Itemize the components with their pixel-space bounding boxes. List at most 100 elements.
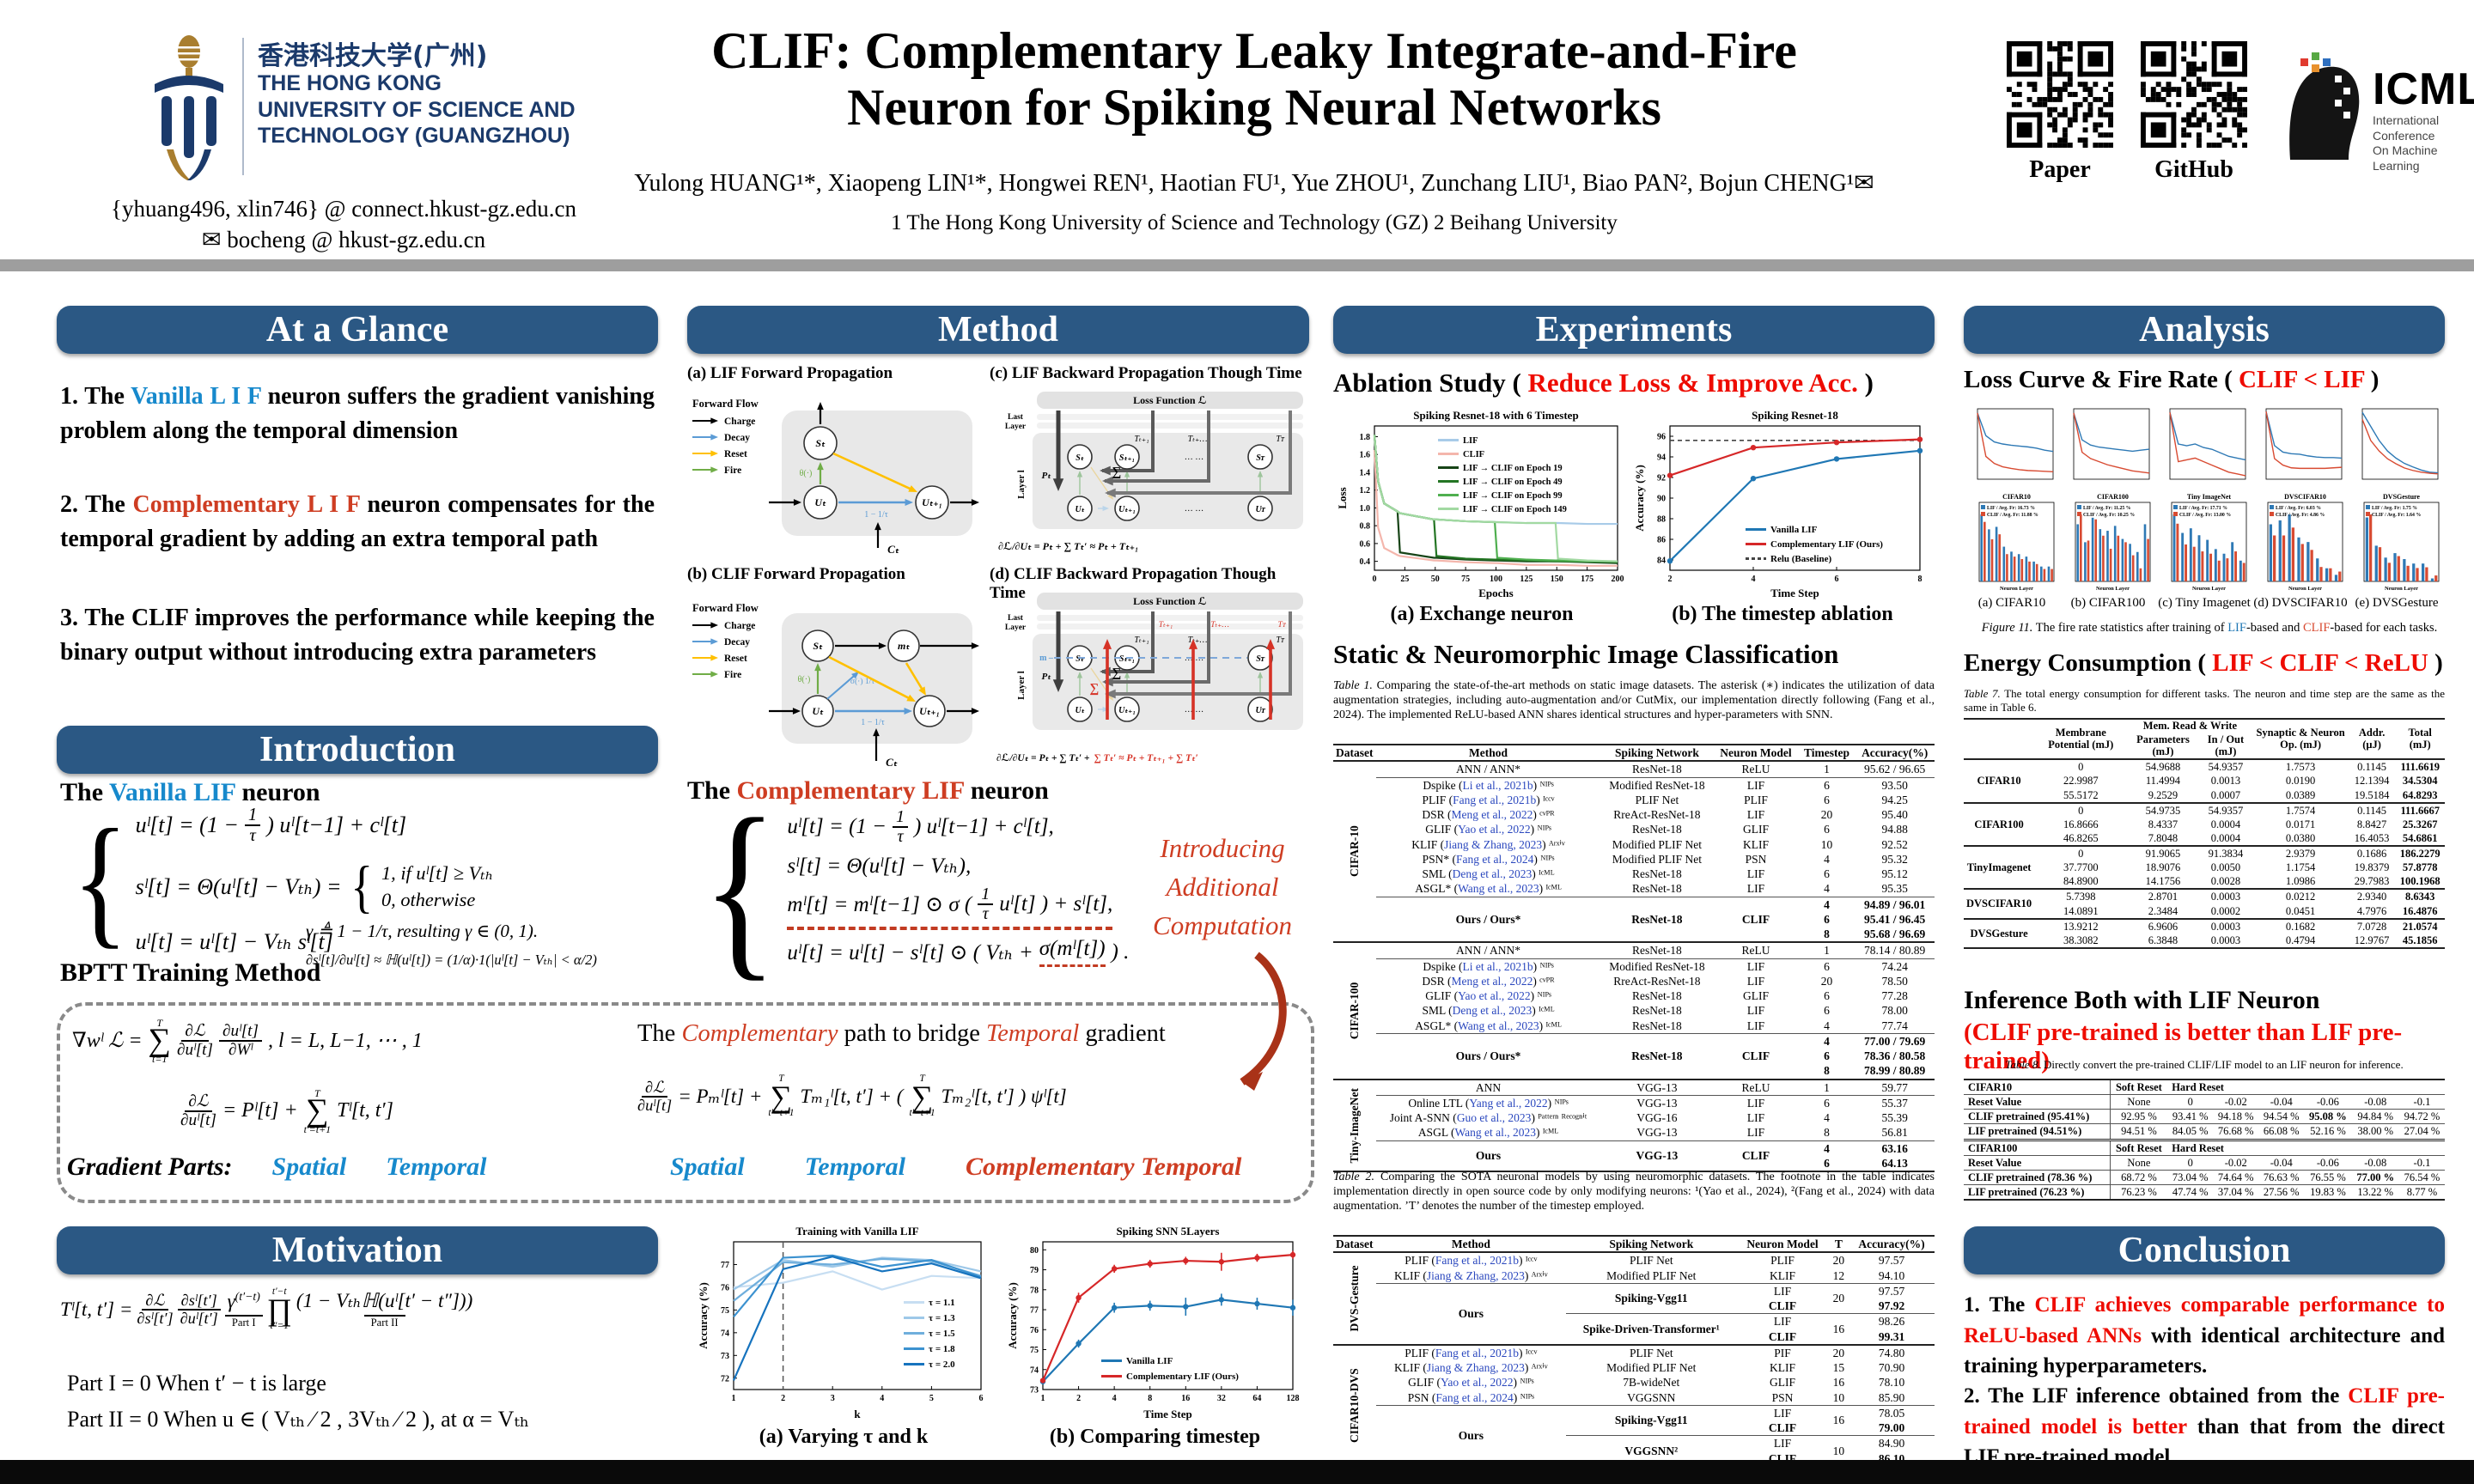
mini-loss-cifar100 [2062,404,2153,490]
table-cell: 0.1682 [2252,917,2349,934]
table-row: 38.3082 6.3848 0.0003 0.4794 12.9767 45.1856 [1964,934,2445,948]
svg-text:1.2: 1.2 [1360,486,1371,496]
table-cell: -0.06 [2304,1094,2352,1110]
table-cell: 13.22 % [2351,1183,2399,1200]
table-cell: 95.68 / 96.69 [1864,928,1926,940]
table-cell: SML (Deng et al., 2023) ᴵᶜᴹᴸ [1422,867,1555,880]
table-row: CIFAR-100 ANN / ANN* ResNet-18 ReLU 1 78.14 /… [1333,941,1935,1080]
table-cell: Ours / Ours* [1375,896,1601,943]
eq-fire: sˡ[t] = Θ(uˡ[t] − Vₜₕ) = { 1, if uˡ[t] ≥… [136,854,494,921]
table-cell: 1 [1798,760,1855,777]
table-cell: Addr. (μJ) [2348,717,2396,760]
svg-text:73: 73 [1030,1386,1039,1396]
svg-text:LIF → CLIF on Epoch 149: LIF → CLIF on Epoch 149 [1463,505,1567,514]
fig-lif-backward: Loss Function ℒ Last Layer Layer l Pₜ Tₜ₊₁ Tₜ₊… [990,388,1309,564]
glance-p2-a: 2. The [60,491,133,518]
analysis-cap-c: (c) Tiny Imagenet [2158,596,2251,610]
table-cell: 16 [1828,1404,1849,1436]
svg-text:LIF / Avg. Fr: 16.73 %: LIF / Avg. Fr: 16.73 % [1987,506,2035,511]
table-cell: 78.10 [1878,1376,1905,1390]
table-row: CLIF 79.00 [1333,1420,1935,1436]
table-cell: Hard Reset [2167,1138,2445,1156]
gradient-parts-row-2: Spatial Temporal Complementary Temporal [670,1153,1241,1182]
table-row: DVS-Gesture PLIF (Fang et al., 2021b) ᴵᶜᶜ… [1333,1251,1935,1345]
svg-text:Training with Vanilla LIF: Training with Vanilla LIF [795,1225,918,1238]
svg-text:Accuracy (%): Accuracy (%) [698,1282,710,1349]
table-cell: 47.74 % [2167,1183,2214,1200]
table-cell: PLIF (Fang et al., 2021b) ᴵᶜᶜᵛ [1375,1251,1567,1268]
ceq2: sˡ[t] = Θ(uˡ[t] − Vₜₕ), [787,855,972,879]
eq1-a: uˡ[t] = (1 − [135,812,239,837]
table-cell: 95.12 [1881,867,1908,880]
table-row: Ours Spiking-Vgg11 LIF 20 97.57 [1333,1282,1935,1345]
table-row: Reset Value None 0 -0.02 -0.04 -0.06 -0.08 -0.1 [1964,1094,2445,1110]
table-cell: 10 [1828,1435,1849,1467]
table-cell: 54.9357 [2198,758,2253,775]
chart-comparing-timestep: Spiking SNN 5Layers 73 74 75 76 77 78 79 80 1 2 4 8 1… [1006,1219,1303,1426]
table-cell: 18.9076 [2145,861,2181,874]
table-row: CIFAR10 0 54.9688 54.9357 1.7573 0.1145 111.66… [1964,758,2445,803]
table-cell: TinyImagenet [1964,844,2035,890]
svg-text:k: k [854,1408,861,1420]
table-cell: 186.2279 [2395,844,2445,861]
table-cell: 38.3082 [2063,934,2099,946]
table-cell: PLIF Net [1635,793,1679,806]
fig11-pre: Figure 11. [1981,621,2033,635]
svg-text:∑ Tₜ′ ≈ Pₜ + Tₜ₊₁ + ∑ Tₜ′: ∑ Tₜ′ ≈ Pₜ + Tₜ₊₁ + ∑ Tₜ′ [1094,753,1197,763]
table-cell: 4 [1824,1111,1830,1124]
conclusion-point-2: 2. The LIF inference obtained from the C… [1964,1381,2445,1473]
table-cell: 34.5304 [2402,775,2438,788]
qr-code-paper [2007,41,2113,148]
svg-text:Uₜ₊₁: Uₜ₊₁ [1118,505,1136,514]
table-cell: VGG-13 [1600,1078,1714,1096]
table-cell: 8.4337 [2148,818,2178,830]
svg-text:74: 74 [721,1329,729,1338]
table-cell: GLIF [1770,1376,1795,1390]
table-cell: 20 [1828,1251,1849,1268]
conclusion-point-1: 1. The CLIF achieves comparable performa… [1964,1290,2445,1382]
table-cell: PLIF [1736,1251,1829,1268]
table-cell: 15 [1832,1361,1845,1374]
meq-gamma: γ [227,1290,235,1312]
svg-text:LIF → CLIF on Epoch 99: LIF → CLIF on Epoch 99 [1463,491,1563,501]
table-cell: 0.1686 [2348,844,2396,861]
table-cell: 0 [2167,1094,2214,1110]
brace-icon: { [72,799,129,961]
table-cell: GLIF [1742,823,1769,836]
uni-en-line1: THE HONG KONG [258,71,442,95]
motivation-part1-line: Part I = 0 When t′ − t is large [67,1371,326,1396]
table-row: GLIF (Yao et al., 2022) ᴺᴵᴾˢ ResNet-18 GLI… [1333,988,1935,1003]
table-cell: LIF [1746,1126,1765,1140]
table-cell: 74.64 % [2213,1169,2259,1185]
table-cell: 0.0389 [2285,788,2316,801]
table-header-cell: T [1828,1234,1849,1253]
table-cell: SML (Deng et al., 2023) ᴵᶜᴹᴸ [1422,1004,1555,1018]
mini-loss-dvsgesture [2350,404,2441,490]
table-cell: 0 [2034,758,2128,775]
svg-text:Decay: Decay [724,637,750,648]
ceq4-b: σ(mˡ[t]) [1039,937,1106,968]
table-cell: 37.7700 [2063,861,2099,874]
table-cell [1964,717,2035,760]
table-cell: 95.32 [1881,852,1908,866]
affiliation: 1 The Hong Kong University of Science an… [891,211,1618,234]
table-cell: Joint A-SNN (Guo et al., 2023) ᴾᵃᵗᵗᵉʳⁿ ᴿ… [1389,1111,1587,1124]
section-experiments: Experiments [1333,306,1935,354]
fig-c-caption: (c) LIF Backward Propagation Though Time [990,364,1302,382]
table-cell: 45.1856 [2402,934,2438,946]
svg-text:8: 8 [1918,575,1923,584]
svg-text:Sᴛ: Sᴛ [1256,453,1265,463]
table-cell: 94.72 % [2398,1109,2445,1124]
svg-text:77: 77 [721,1261,729,1270]
svg-text:76: 76 [721,1283,729,1292]
svg-text:Vanilla LIF: Vanilla LIF [1126,1356,1173,1366]
table7-container: Membrane Potential (mJ) Mem. Read & Write… [1964,717,2445,949]
svg-text:1.8: 1.8 [1360,433,1371,442]
table-cell: 111.6667 [2395,801,2445,818]
svg-text:LIF → CLIF on Epoch 49: LIF → CLIF on Epoch 49 [1463,477,1563,487]
fig11-a: The fire rate statistics after training … [2032,621,2228,635]
svg-text:CLIF: CLIF [1463,450,1484,459]
bridge-c: gradient [1079,1020,1166,1047]
